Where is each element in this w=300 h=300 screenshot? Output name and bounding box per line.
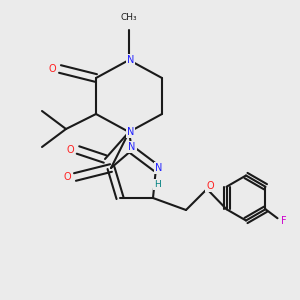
Text: O: O [206,181,214,191]
Text: O: O [64,172,71,182]
Text: F: F [281,216,287,226]
Text: CH₃: CH₃ [121,14,137,22]
Text: N: N [155,163,163,173]
Text: H: H [154,180,161,189]
Text: N: N [128,142,136,152]
Text: O: O [49,64,56,74]
Text: O: O [67,145,74,155]
Text: N: N [127,55,134,65]
Text: N: N [127,127,134,137]
